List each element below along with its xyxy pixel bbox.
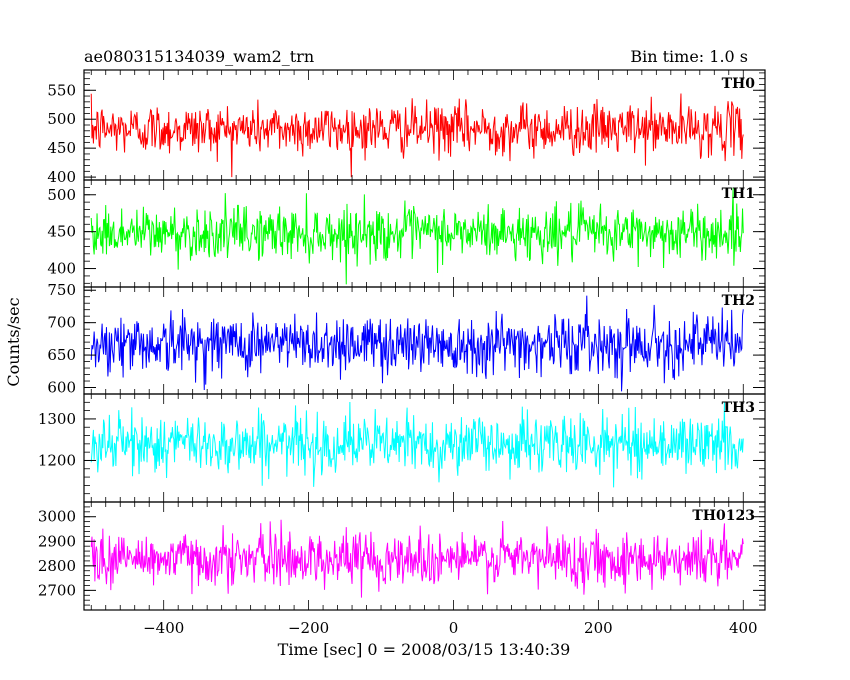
panels-group: 400 450 500 550 TH0 400 450 500 TH1 600 650 700 750 T… [38, 69, 766, 611]
panel-label-th1: TH1 [722, 186, 755, 202]
x-axis-label: Time [sec] 0 = 2008/03/15 13:40:39 [278, 640, 571, 659]
panel-label-th3: TH3 [722, 400, 755, 416]
y-axis-label: Counts/sec [4, 297, 23, 386]
panel-th1: 400 450 500 TH1 [47, 179, 766, 288]
bin-time-label: Bin time: 1.0 s [630, 47, 748, 66]
y-tick-label: 650 [47, 346, 76, 364]
panel-label-th0: TH0 [722, 76, 756, 92]
y-tick-label: 2900 [38, 532, 76, 550]
series-line-th0 [90, 93, 744, 178]
panel-label-th2: TH2 [722, 293, 755, 309]
series-line-th2 [90, 295, 744, 392]
y-tick-label: 600 [47, 379, 76, 397]
y-tick-label: 400 [47, 260, 76, 278]
panel-th0123: 2700 2800 2900 3000 TH0123 [38, 501, 766, 611]
series-line-th3 [90, 402, 744, 488]
y-tick-label: 2700 [38, 581, 76, 599]
y-tick-label: 550 [47, 81, 76, 99]
series-line-th0123 [90, 519, 744, 598]
series-line-th1 [90, 187, 744, 285]
x-axis: −400 −200 0 200 400 [143, 619, 757, 637]
panel-th0: 400 450 500 550 TH0 [47, 69, 766, 186]
y-tick-label: 3000 [38, 508, 76, 526]
y-tick-label: 500 [47, 110, 76, 128]
x-tick-label: −200 [288, 619, 329, 637]
y-tick-label: 450 [47, 223, 76, 241]
panel-th3: 1200 1300 TH3 [38, 393, 766, 503]
x-tick-label: −400 [143, 619, 184, 637]
x-tick-label: 400 [729, 619, 758, 637]
y-tick-label: 400 [47, 168, 76, 186]
x-tick-label: 0 [449, 619, 459, 637]
panel-th2: 600 650 700 750 TH2 [47, 281, 766, 397]
y-tick-label: 750 [47, 281, 76, 299]
y-tick-label: 1300 [38, 410, 76, 428]
x-tick-label: 200 [584, 619, 613, 637]
y-tick-label: 2800 [38, 557, 76, 575]
chart-title: ae080315134039_wam2_trn [84, 47, 314, 66]
y-tick-label: 1200 [38, 451, 76, 469]
panel-label-th0123: TH0123 [692, 508, 755, 524]
y-tick-label: 700 [47, 314, 76, 332]
y-tick-label: 500 [47, 186, 76, 204]
y-tick-label: 450 [47, 139, 76, 157]
